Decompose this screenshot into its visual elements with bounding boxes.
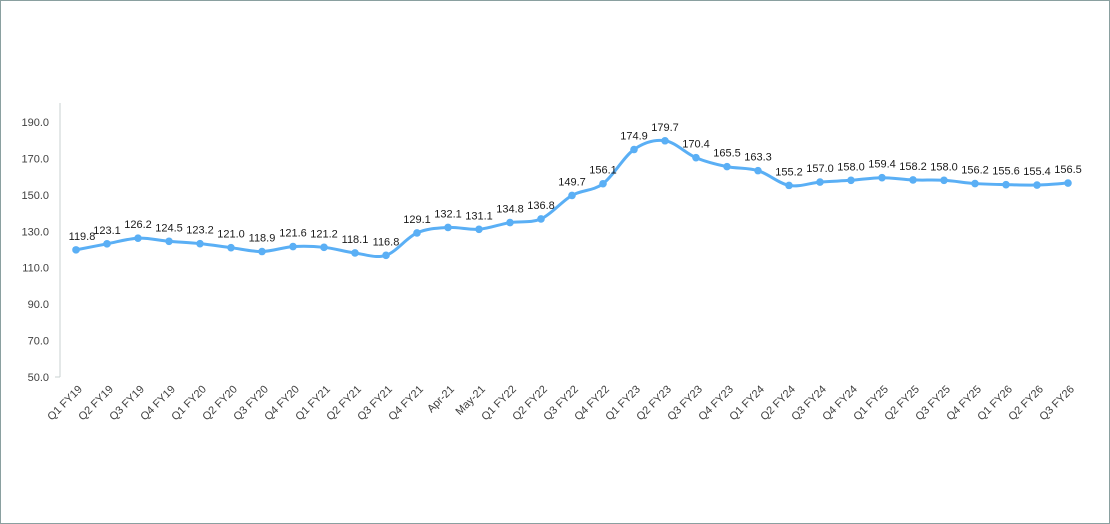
data-point bbox=[444, 223, 452, 232]
data-label: 156.1 bbox=[589, 165, 617, 177]
data-point bbox=[537, 215, 545, 223]
data-point bbox=[630, 145, 638, 154]
y-tick-label: 130.0 bbox=[21, 226, 49, 238]
data-label: 157.0 bbox=[806, 163, 834, 175]
data-label: 118.9 bbox=[249, 233, 276, 245]
data-label: 155.2 bbox=[775, 166, 803, 178]
data-point bbox=[320, 243, 328, 252]
data-label: 174.9 bbox=[620, 131, 648, 143]
data-label: 155.4 bbox=[1023, 166, 1051, 178]
data-point bbox=[196, 239, 204, 248]
data-label: 132.1 bbox=[434, 208, 462, 220]
data-label: 119.8 bbox=[69, 231, 96, 243]
data-label: 179.7 bbox=[651, 122, 679, 134]
y-tick-label: 50.0 bbox=[28, 372, 49, 384]
data-point bbox=[413, 229, 421, 237]
data-point bbox=[754, 166, 762, 175]
data-point bbox=[816, 178, 824, 186]
data-label: 170.4 bbox=[682, 139, 710, 151]
data-point bbox=[1033, 181, 1041, 189]
data-label: 134.8 bbox=[496, 204, 524, 216]
data-label: 124.5 bbox=[155, 222, 183, 234]
data-point bbox=[382, 251, 390, 260]
data-point bbox=[909, 176, 917, 184]
data-point bbox=[661, 136, 669, 145]
data-point bbox=[506, 218, 514, 227]
y-tick-label: 110.0 bbox=[22, 263, 49, 275]
data-label: 121.6 bbox=[279, 228, 307, 240]
data-point bbox=[599, 179, 607, 188]
data-label: 121.2 bbox=[310, 228, 338, 240]
data-point bbox=[785, 181, 793, 190]
data-label: 165.5 bbox=[713, 148, 741, 160]
data-label: 163.3 bbox=[744, 152, 772, 164]
data-label: 126.2 bbox=[124, 219, 152, 231]
data-label: 129.1 bbox=[403, 214, 431, 226]
data-label: 159.4 bbox=[868, 159, 896, 171]
y-tick-label: 150.0 bbox=[21, 190, 49, 202]
data-label: 158.0 bbox=[837, 161, 865, 173]
data-label: 123.2 bbox=[186, 225, 214, 237]
y-tick-label: 170.0 bbox=[21, 153, 49, 165]
data-point bbox=[1064, 179, 1072, 187]
x-tick-label: Apr-21 bbox=[425, 383, 457, 415]
data-label: 131.1 bbox=[465, 210, 493, 222]
data-label: 118.1 bbox=[342, 234, 369, 246]
data-point bbox=[351, 249, 359, 257]
data-point bbox=[134, 234, 142, 243]
data-label: 123.1 bbox=[93, 225, 121, 237]
data-point bbox=[971, 179, 979, 188]
data-point bbox=[289, 242, 297, 251]
data-point bbox=[165, 237, 173, 246]
y-tick-label: 90.0 bbox=[28, 299, 49, 311]
data-point bbox=[475, 225, 483, 234]
data-label: 156.5 bbox=[1054, 164, 1082, 176]
data-label: 136.8 bbox=[527, 200, 555, 212]
data-point bbox=[72, 246, 80, 254]
data-point bbox=[878, 173, 886, 182]
data-label: 149.7 bbox=[558, 176, 586, 188]
data-point bbox=[847, 176, 855, 185]
data-label: 158.2 bbox=[899, 161, 927, 173]
y-tick-label: 190.0 bbox=[21, 117, 49, 129]
data-point bbox=[227, 243, 235, 252]
data-point bbox=[940, 176, 948, 185]
data-label: 156.2 bbox=[961, 165, 989, 177]
data-label: 155.6 bbox=[992, 166, 1020, 178]
data-point bbox=[568, 191, 576, 200]
y-tick-label: 70.0 bbox=[28, 336, 49, 348]
data-point bbox=[103, 240, 111, 248]
data-label: 158.0 bbox=[930, 161, 958, 173]
data-label: 116.8 bbox=[373, 236, 400, 248]
data-point bbox=[692, 153, 700, 162]
data-point bbox=[258, 247, 266, 256]
data-label: 121.0 bbox=[217, 229, 245, 241]
data-point bbox=[723, 162, 731, 171]
data-point bbox=[1002, 180, 1010, 189]
